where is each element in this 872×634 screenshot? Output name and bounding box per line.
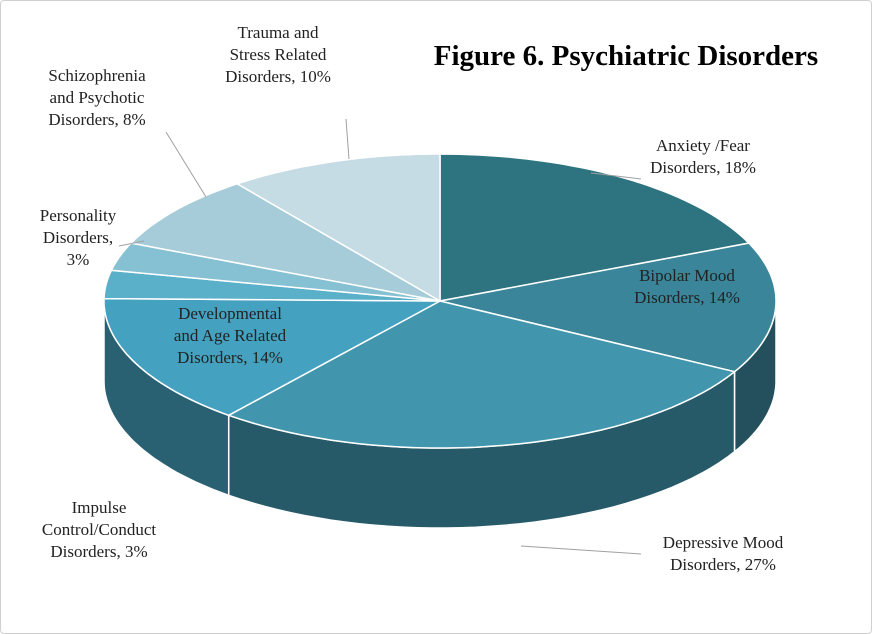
data-label: Bipolar Mood Disorders, 14% (634, 266, 740, 307)
slice (103, 297, 441, 417)
data-label: Developmental and Age Related Disorders, 1… (174, 304, 287, 367)
leader-line (590, 172, 642, 180)
data-label: Impulse Control/Conduct Disorders, 3% (42, 498, 157, 561)
leader-line (118, 240, 145, 247)
slice (439, 153, 751, 302)
data-label: Depressive Mood Disorders, 27% (663, 533, 784, 574)
leader-line (165, 131, 207, 198)
slice (129, 182, 441, 302)
chart-title: Figure 6. Psychiatric Disorders (434, 40, 818, 72)
slice (439, 242, 777, 373)
slice (235, 153, 441, 303)
leader-line (520, 545, 642, 555)
data-label: Anxiety /Fear Disorders, 18% (650, 136, 756, 177)
data-label: Schizophrenia and Psychotic Disorders, 8% (48, 66, 146, 129)
slice (110, 242, 441, 302)
leader-line (345, 118, 350, 160)
data-label: Trauma and Stress Related Disorders, 10% (225, 23, 331, 86)
slice (226, 300, 737, 449)
data-label: Personality Disorders, 3% (40, 206, 117, 269)
